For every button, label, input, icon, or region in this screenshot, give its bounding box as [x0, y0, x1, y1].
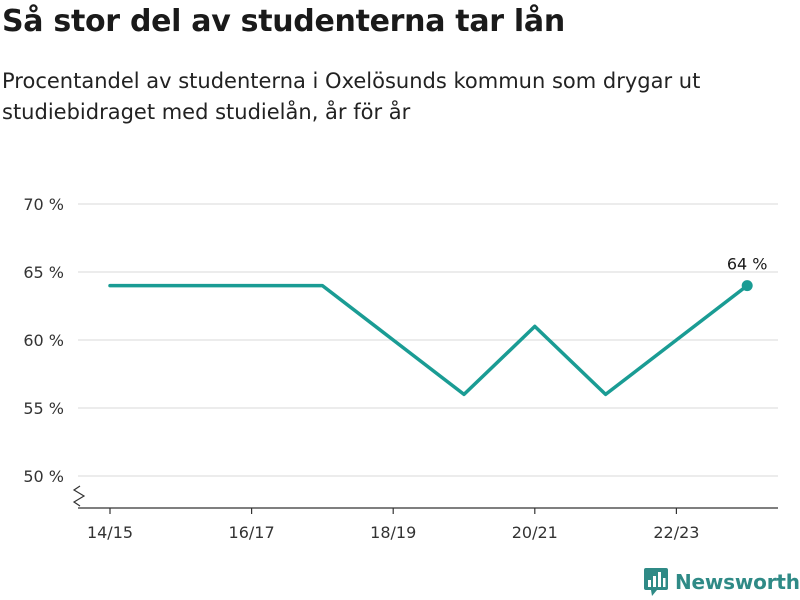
newsworthy-logo-icon — [644, 568, 668, 596]
data-point-end — [741, 280, 753, 292]
x-tick-label: 14/15 — [87, 523, 133, 542]
brand-name: Newsworthy — [675, 570, 800, 594]
x-tick-label: 16/17 — [229, 523, 275, 542]
x-tick-label: 22/23 — [653, 523, 699, 542]
x-tick-label: 18/19 — [370, 523, 416, 542]
grid-lines — [78, 203, 778, 477]
y-tick-label: 50 % — [23, 467, 64, 486]
series-line — [108, 283, 749, 397]
data-label-end: 64 % — [727, 255, 768, 274]
x-axis — [72, 485, 778, 509]
chart-subtitle: Procentandel av studenterna i Oxelösunds… — [2, 69, 701, 124]
y-tick-label: 55 % — [23, 399, 64, 418]
brand: Newsworthy — [643, 567, 800, 597]
y-tick-label: 70 % — [23, 195, 64, 214]
chart-title: Så stor del av studenterna tar lån — [2, 4, 565, 39]
y-tick-label: 60 % — [23, 331, 64, 350]
x-tick-label: 20/21 — [512, 523, 558, 542]
y-tick-label: 65 % — [23, 263, 64, 282]
axis-break-icon — [72, 485, 86, 507]
y-tick-labels: 50 % 55 % 60 % 65 % 70 % — [23, 195, 64, 486]
x-tick-labels: 14/15 16/17 18/19 20/21 22/23 — [87, 508, 699, 542]
series-line-group: 64 % — [108, 255, 768, 397]
